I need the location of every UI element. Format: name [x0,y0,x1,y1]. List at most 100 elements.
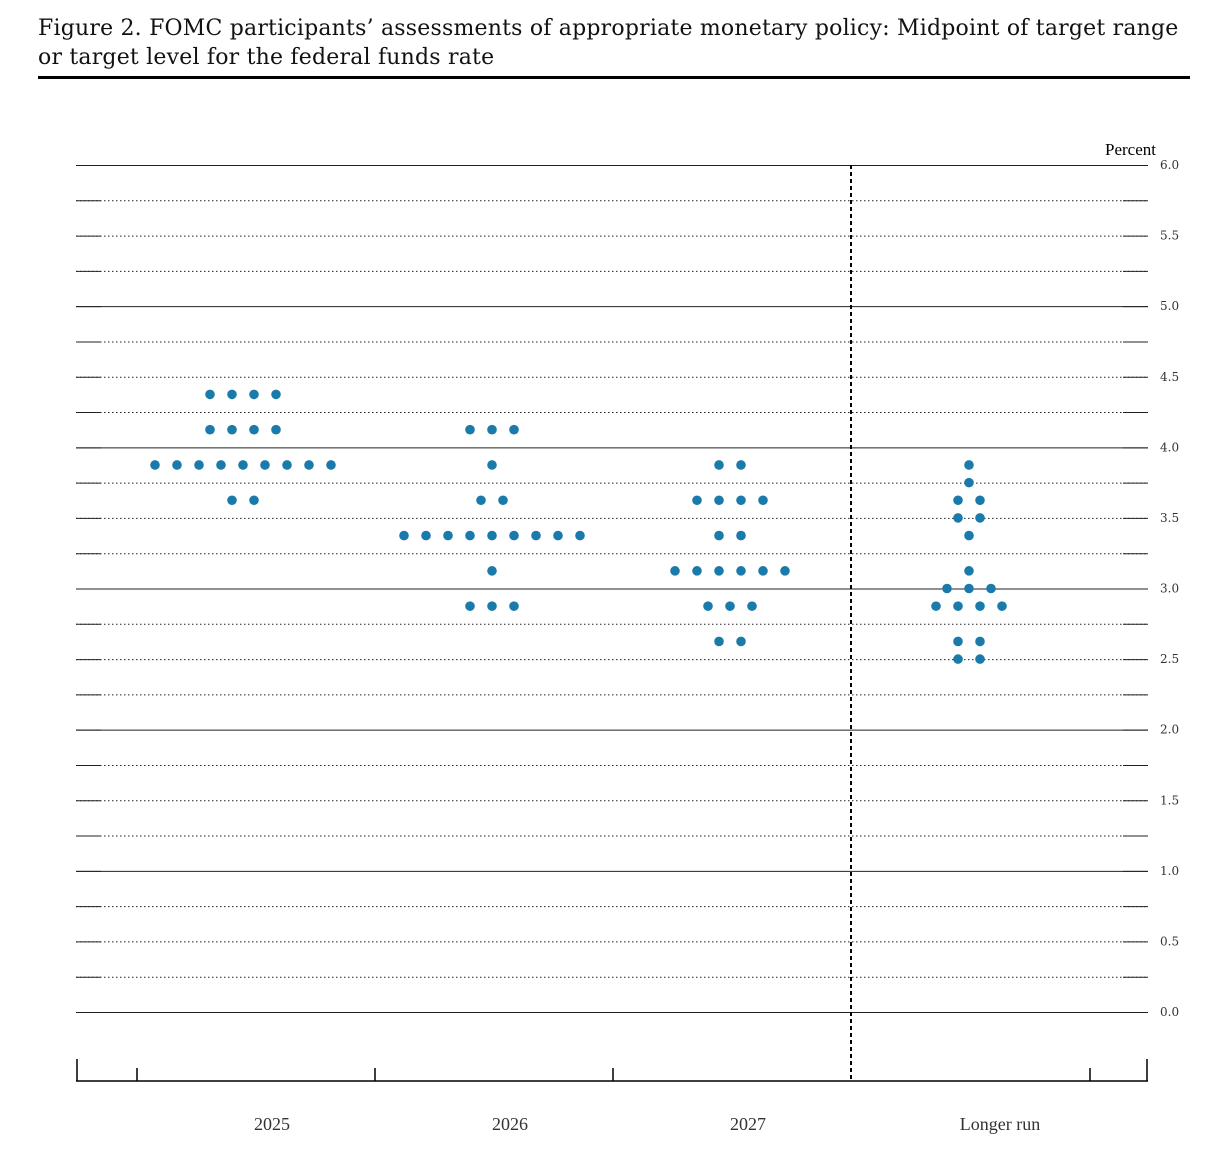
dot [964,460,974,470]
dot [487,566,497,576]
title-rule [38,76,1190,79]
x-category-labels: 2025 2026 2027 Longer run [254,1114,1040,1134]
dot [736,530,746,541]
dot [205,389,215,400]
y-tick-label: 0.0 [1160,1005,1179,1019]
x-category-label: 2025 [254,1114,290,1134]
dot [714,636,724,647]
x-axis [76,1059,1148,1082]
y-tick-label: 3.5 [1160,511,1179,525]
dot [282,460,292,470]
dot [476,495,486,506]
dot [953,636,963,647]
dot [227,424,237,435]
dot [975,513,985,523]
dot [975,601,985,611]
dot [249,424,259,435]
dot [205,424,215,435]
dot [714,460,724,470]
y-tick-label: 2.5 [1160,652,1179,666]
dot [399,530,409,541]
dot [953,601,963,611]
dot [260,460,270,470]
dot [736,566,746,576]
dot [509,530,519,541]
dot [487,530,497,541]
dot [216,460,226,470]
dot [553,530,563,541]
y-tick-label: 1.0 [1160,864,1179,878]
dot [227,389,237,400]
dot [531,530,541,541]
dot [736,460,746,470]
dot [758,566,768,576]
dot [736,636,746,647]
dot [575,530,585,541]
dot [487,460,497,470]
dot [465,424,475,435]
figure-title: Figure 2. FOMC participants’ assessments… [38,16,1179,70]
y-tick-label: 0.5 [1160,934,1179,948]
dot [271,424,281,435]
dot [271,389,281,400]
dot [227,495,237,506]
dot [194,460,204,470]
dot [964,477,974,488]
dot [465,601,475,611]
dot [758,495,768,506]
dot [975,636,985,647]
dot [975,654,985,664]
dot [997,601,1007,611]
dot [942,583,952,594]
dot [487,424,497,435]
dot [953,513,963,523]
dot [986,583,996,594]
dot [953,495,963,506]
dot [714,530,724,541]
y-tick-label: 6.0 [1160,158,1179,172]
y-tick-label: 5.0 [1160,299,1179,313]
y-tick-label: 1.5 [1160,793,1179,807]
dot [975,495,985,506]
y-unit-label: Percent [1105,140,1156,159]
dot [931,601,941,611]
dot [421,530,431,541]
dot [249,495,259,506]
dot [725,601,735,611]
dot [304,460,314,470]
dot [238,460,248,470]
x-category-label: 2027 [730,1114,766,1134]
dot [670,566,680,576]
x-category-label: Longer run [960,1114,1040,1134]
y-tick-label: 4.5 [1160,370,1179,384]
y-tick-label: 5.5 [1160,229,1179,243]
y-tick-label: 2.0 [1160,723,1179,737]
dot [498,495,508,506]
dot [953,654,963,664]
dot [714,566,724,576]
dot [736,495,746,506]
dot [692,566,702,576]
dot [714,495,724,506]
dot [964,530,974,541]
dot [249,389,259,400]
y-tick-label: 4.0 [1160,440,1179,454]
dot [747,601,757,611]
dot [172,460,182,470]
y-tick-labels: 6.0 5.5 5.0 4.5 4.0 3.5 3.0 2.5 2.0 1.5 1.0 0.5 0.0 [1160,158,1179,1019]
dot [487,601,497,611]
dot [150,460,160,470]
x-category-label: 2026 [492,1114,528,1134]
dot [703,601,713,611]
dot [964,583,974,594]
dot [509,601,519,611]
dots-layer [150,389,1007,664]
y-tick-label: 3.0 [1160,582,1179,596]
dot [443,530,453,541]
dot [465,530,475,541]
grid-lines [76,165,1148,1013]
dot [964,566,974,576]
dot [692,495,702,506]
dot [780,566,790,576]
